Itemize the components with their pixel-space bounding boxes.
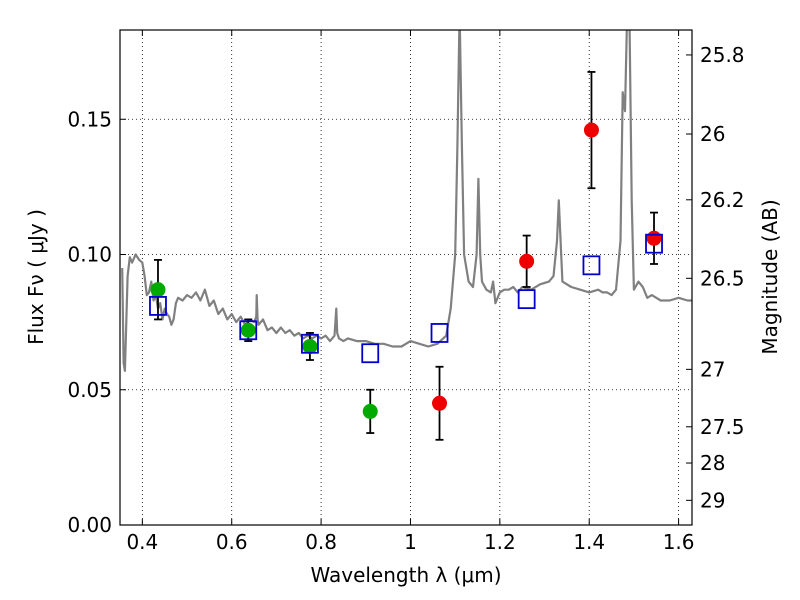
y2-axis-label: Magnitude (AB) [758, 199, 782, 354]
model-point-square [645, 233, 663, 254]
y-tick-label: 0.10 [67, 243, 112, 267]
y2-tick-label: 28 [700, 451, 725, 475]
y2-tick-label: 25.8 [700, 43, 745, 67]
x-tick-label: 1.2 [484, 530, 516, 554]
data-markers [149, 122, 663, 419]
model-point-square [430, 323, 449, 343]
y2-axis-ticks: 25.8 26 26.2 26.5 27 27.5 28 29 [686, 43, 745, 512]
data-point-circle [519, 253, 535, 269]
y-axis-label: Flux Fν ( μJy ) [24, 209, 48, 345]
model-spectrum-line [121, 30, 692, 372]
data-point-circle [432, 395, 448, 411]
model-point-square [361, 343, 380, 364]
plot-frame [119, 29, 693, 526]
data-point-circle [302, 338, 318, 354]
model-spectrum [121, 30, 692, 372]
model-point-square [582, 255, 601, 276]
x-tick-label: 1.4 [573, 530, 605, 554]
error-bars [153, 71, 659, 441]
data-point-circle [150, 282, 166, 298]
data-point-circle [362, 403, 378, 419]
x-axis-ticks: 0.4 0.6 0.8 1 1.2 1.4 1.6 [126, 30, 695, 554]
data-point-circle [583, 122, 599, 138]
x-tick-label: 1.6 [663, 530, 695, 554]
grid-lines [120, 30, 692, 526]
model-point-square [517, 289, 536, 310]
y2-tick-label: 26.2 [700, 188, 745, 212]
y-axis-ticks: 0.00 0.05 0.10 0.15 [67, 107, 126, 537]
data-point-circle [240, 322, 256, 338]
y2-tick-label: 26.5 [700, 266, 745, 290]
y-tick-label: 0.05 [67, 378, 112, 402]
y2-tick-label: 27 [700, 357, 725, 381]
y2-tick-label: 27.5 [700, 415, 745, 439]
x-tick-label: 1 [404, 530, 417, 554]
x-tick-label: 0.8 [305, 530, 337, 554]
x-axis-label: Wavelength λ (μm) [310, 563, 501, 587]
model-point-square [149, 296, 167, 316]
y2-tick-label: 26 [700, 122, 725, 146]
y2-tick-label: 29 [700, 488, 725, 512]
y-tick-label: 0.00 [67, 513, 112, 537]
data-point-circle [646, 230, 662, 246]
model-point-square [239, 320, 258, 341]
y-tick-label: 0.15 [67, 107, 112, 131]
model-point-square [301, 333, 319, 354]
x-tick-label: 0.6 [216, 530, 248, 554]
x-tick-label: 0.4 [126, 530, 158, 554]
